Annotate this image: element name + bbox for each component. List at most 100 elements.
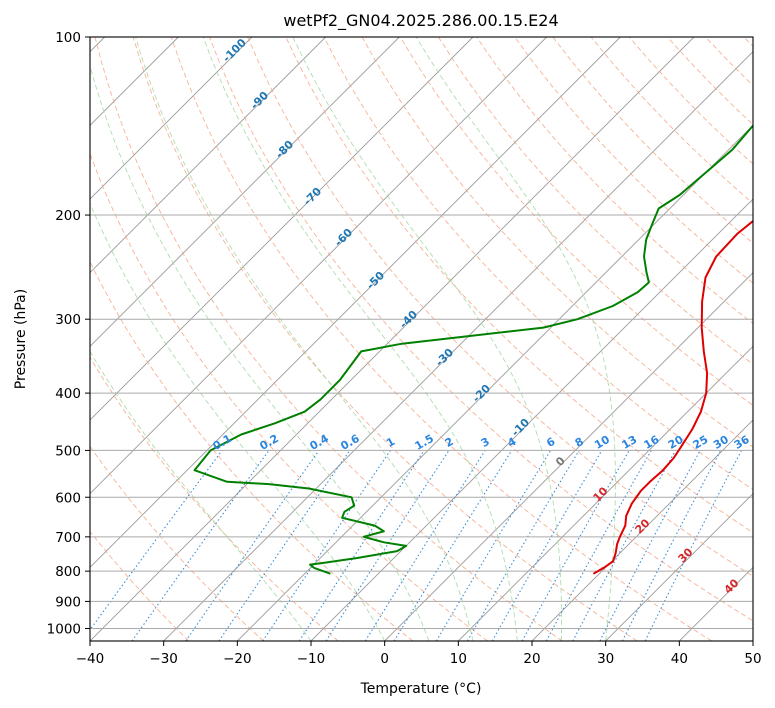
isotherm-line: [90, 37, 621, 568]
x-axis-label: Temperature (°C): [360, 681, 482, 697]
isotherm-line: [752, 640, 753, 641]
mixing-ratio-line: [521, 450, 630, 641]
moist-adiabat-line: [415, 37, 616, 641]
isotherm-line: [90, 37, 474, 421]
mixing-ratio-line: [467, 450, 580, 641]
isotherm-line: [310, 198, 753, 641]
moist-adiabat-label: 10: [591, 484, 611, 504]
mixing-ratio-label: 0.1: [211, 432, 234, 453]
profile-series: [193, 124, 753, 575]
moist-adiabat-line: [135, 37, 474, 641]
mixing-ratio-line: [644, 450, 742, 641]
dry-adiabat-label: -30: [433, 346, 456, 369]
chart-title: wetPf2_GN04.2025.286.00.15.E24: [283, 11, 558, 31]
dry-adiabat-label: -70: [301, 185, 324, 208]
mixing-ratio-line: [572, 450, 676, 641]
moist-adiabat-line: [90, 202, 386, 641]
background-guide-lines: [90, 37, 753, 641]
dry-adiabat-line: [399, 37, 753, 406]
x-tick-label: 40: [671, 651, 688, 667]
mixing-ratio-label: 20: [666, 433, 686, 452]
dewpoint-profile-line: [193, 124, 753, 575]
dry-adiabat-line: [476, 37, 753, 325]
mixing-ratio-line: [393, 450, 513, 641]
dry-adiabat-line: [247, 37, 753, 577]
pressure-gridlines: [90, 37, 753, 629]
dry-adiabat-line: [90, 260, 414, 641]
dry-adiabat-line: [705, 37, 753, 87]
isotherm-line: [90, 37, 253, 200]
dry-adiabat-line: [552, 37, 753, 244]
temperature-profile-line: [592, 219, 753, 575]
x-tick-label: −20: [223, 651, 252, 667]
mixing-ratio-label: 8: [573, 435, 586, 450]
mixing-ratio-line: [435, 450, 552, 641]
dry-adiabat-label: -100: [220, 36, 249, 65]
y-tick-label: 1000: [47, 621, 81, 637]
moist-adiabat-line: [292, 37, 563, 641]
mixing-ratio-line: [131, 450, 270, 641]
x-tick-label: 10: [450, 651, 467, 667]
mixing-ratio-line: [90, 450, 223, 631]
dry-adiabat-line: [743, 37, 753, 48]
y-tick-label: 700: [55, 530, 81, 546]
x-tick-label: 0: [380, 651, 389, 667]
dry-adiabat-line: [323, 37, 753, 491]
moist-adiabat-label: 0: [553, 454, 568, 469]
moist-adiabat-label: 20: [633, 516, 653, 536]
moist-adiabat-label: 30: [676, 545, 696, 565]
x-tick-label: 50: [744, 651, 761, 667]
dry-adiabat-line: [90, 152, 488, 641]
isotherm-line: [384, 272, 753, 641]
y-tick-label: 100: [55, 30, 81, 46]
y-tick-label: 500: [55, 443, 81, 459]
mixing-ratio-label: 16: [642, 433, 662, 452]
isotherm-line: [237, 124, 753, 641]
isotherm-line: [679, 566, 753, 641]
x-tick-label: −30: [149, 651, 178, 667]
mixing-ratio-label: 0.4: [308, 432, 332, 453]
y-axis-label: Pressure (hPa): [13, 289, 29, 389]
mixing-ratio-line: [545, 450, 652, 641]
mixing-ratio-line: [621, 450, 722, 641]
moist-adiabat-line: [202, 37, 518, 641]
mixing-ratio-line: [262, 450, 391, 641]
y-tick-label: 800: [55, 564, 81, 580]
dry-adiabat-label: -20: [470, 382, 493, 405]
dry-adiabat-label: -90: [248, 89, 271, 112]
isotherm-line: [531, 419, 753, 641]
dry-adiabat-label: -50: [364, 269, 387, 292]
y-axis-ticks: 100 200 300 400 500 600 700 800 900 1000: [47, 30, 90, 637]
dry-adiabat-line: [170, 37, 712, 641]
mixing-ratio-label: 30: [711, 433, 731, 452]
x-tick-label: 20: [523, 651, 540, 667]
x-tick-label: −40: [76, 651, 105, 667]
dry-adiabat-line: [90, 356, 339, 641]
dry-adiabat-line: [90, 445, 264, 641]
isotherm-line: [90, 37, 695, 641]
mixing-ratio-label: 25: [691, 433, 711, 452]
isotherm-line: [90, 37, 400, 347]
x-tick-label: 30: [597, 651, 614, 667]
mixing-ratio-line: [185, 450, 320, 641]
isotherm-line: [90, 37, 326, 274]
mixing-ratio-line: [298, 450, 425, 641]
dry-adiabat-line: [361, 37, 753, 448]
dry-adiabat-line: [514, 37, 753, 284]
y-tick-label: 900: [55, 594, 81, 610]
dry-adiabat-label: -80: [273, 138, 296, 161]
plot-frame: [89, 36, 754, 642]
mixing-ratio-label: 1.5: [413, 432, 436, 453]
moist-adiabat-line: [90, 350, 312, 641]
isotherm-line: [163, 51, 753, 641]
mixing-ratio-label: 6: [544, 435, 557, 450]
mixing-ratio-label: 1: [384, 435, 397, 450]
x-axis-ticks: −40 −30 −20 −10 0 10 20 30 40 50: [76, 641, 762, 667]
y-tick-label: 200: [55, 208, 81, 224]
moist-adiabat-line: [90, 64, 430, 641]
dry-adiabat-line: [209, 37, 753, 622]
mixing-ratio-label: 10: [592, 433, 612, 452]
mixing-ratio-label: 3: [479, 435, 492, 450]
isotherm-line: [90, 37, 547, 495]
